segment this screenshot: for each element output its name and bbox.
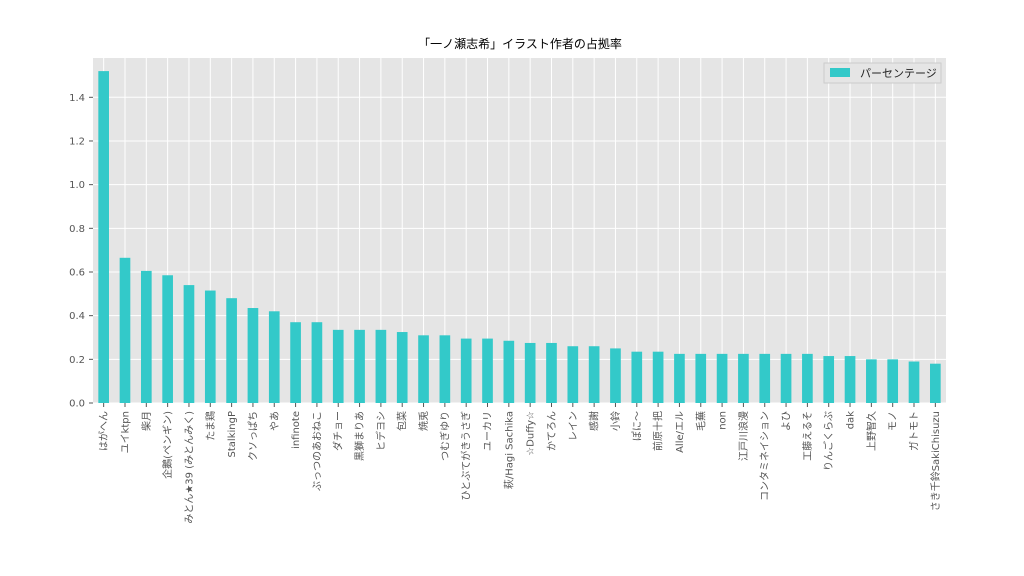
bar (674, 353, 685, 403)
bar (98, 71, 109, 404)
bar (268, 311, 280, 403)
bar (290, 322, 301, 403)
y-tick-label: 1.0 (69, 180, 85, 191)
bar (418, 335, 429, 403)
bar (396, 332, 408, 403)
bar (930, 363, 941, 403)
bar (695, 353, 707, 403)
x-tick-label: 工藤えるそ (802, 411, 814, 461)
bar (844, 356, 856, 403)
bar (866, 359, 877, 403)
bar (780, 353, 792, 403)
bar (204, 290, 216, 403)
x-tick-label: ぶっつのあおねこ (311, 411, 323, 491)
x-tick-label: コンタミネイション (759, 411, 771, 501)
x-tick-label: かてろん (546, 411, 558, 451)
legend-box (823, 62, 942, 84)
x-tick-label: ひとぶてがきうさぎ (460, 411, 473, 501)
bar (908, 361, 920, 403)
bar (354, 329, 365, 403)
chart-title: 「一ノ瀬志希」イラスト作者の占拠率 (418, 36, 622, 51)
x-tick-label: ユーカリ (482, 411, 494, 451)
x-tick-label: 企鵝(ペンギン) (161, 411, 174, 479)
plot-background (93, 58, 946, 403)
x-tick-label: 萩/Hagi Sachika (503, 411, 515, 489)
bar (119, 257, 131, 403)
bar (162, 275, 173, 403)
x-tick-label: Alle/エル (675, 411, 686, 453)
x-tick-label: はがへん (97, 411, 110, 451)
bar (140, 270, 152, 403)
bar (631, 351, 643, 403)
bar-series (98, 71, 941, 404)
bar (311, 322, 323, 403)
bar (759, 353, 771, 403)
x-tick-label: 上野智久 (865, 411, 878, 451)
bar (887, 359, 899, 403)
x-tick-label: レイン (568, 411, 579, 441)
bar (375, 329, 387, 403)
x-tick-label: dak (846, 411, 857, 429)
bar (546, 342, 557, 403)
bar (823, 356, 835, 403)
x-tick-label: 前原十把 (652, 411, 665, 451)
y-tick-label: 0.4 (69, 311, 85, 322)
x-tick-label: さき千鈴SakiChisuzu (929, 411, 942, 511)
x-tick-label: たま鶏 (204, 411, 217, 441)
x-tick-label: ダチョー (332, 411, 345, 451)
bar (332, 329, 344, 403)
x-tick-label: 柴月 (140, 411, 153, 431)
x-axis-ticks: はがへん ユイktpn 柴月 企鵝(ペンギン) みとん★39 (みとんみく) たま鶏 Sta… (97, 403, 942, 524)
bar (439, 335, 451, 403)
x-tick-label: モノ (888, 411, 899, 431)
y-axis-ticks: 0.0 0.2 0.4 0.6 0.8 1.0 1.2 1.4 (69, 93, 93, 410)
x-tick-label: StalkingP (227, 411, 238, 457)
bar (524, 342, 536, 403)
x-tick-label: ヒデヨシ (374, 411, 387, 451)
x-tick-label: つむぎゆり (438, 411, 451, 461)
bar (652, 351, 664, 403)
x-tick-label: ユイktpn (120, 411, 131, 453)
bar (567, 346, 579, 403)
x-tick-label: よひ (781, 411, 793, 431)
bar (183, 285, 195, 403)
y-tick-label: 1.4 (69, 93, 85, 104)
bar (738, 353, 749, 403)
x-tick-label: 黒獅まりあ (353, 411, 366, 461)
legend: パーセンテージ (823, 62, 942, 84)
bar (588, 346, 600, 403)
x-tick-label: りんごくらぶ (822, 411, 835, 471)
x-tick-label: ☆Duffy☆ (526, 411, 537, 456)
legend-label: パーセンテージ (860, 67, 937, 80)
bar (226, 298, 237, 403)
bar (460, 338, 472, 403)
x-tick-label: みとん★39 (みとんみく) (183, 411, 195, 524)
x-tick-label: クソっぱち (247, 411, 259, 461)
x-tick-label: non (718, 411, 729, 430)
bar (716, 353, 728, 403)
y-tick-label: 0.8 (69, 224, 85, 235)
y-tick-label: 1.2 (69, 136, 85, 147)
x-tick-label: ガトモト (909, 411, 921, 451)
x-tick-label: 小鈴 (609, 411, 622, 431)
bar (610, 348, 621, 403)
legend-swatch (830, 68, 850, 77)
y-tick-label: 0.6 (69, 267, 85, 278)
x-tick-label: 焼兎 (418, 411, 430, 431)
bar (503, 340, 515, 403)
bar (247, 308, 259, 403)
y-tick-label: 0.0 (69, 399, 85, 410)
bar (802, 353, 813, 403)
x-tick-label: 包菜 (396, 411, 409, 431)
x-tick-label: 感謝 (588, 411, 601, 431)
x-tick-label: infinote (291, 411, 302, 449)
bar (482, 338, 493, 403)
y-tick-label: 0.2 (69, 355, 85, 366)
x-tick-label: やあ (269, 411, 281, 431)
x-tick-label: 江戸川浪漫 (737, 411, 750, 461)
x-tick-label: ぽに〜 (631, 411, 643, 441)
x-tick-label: 毛蕪 (695, 411, 707, 431)
